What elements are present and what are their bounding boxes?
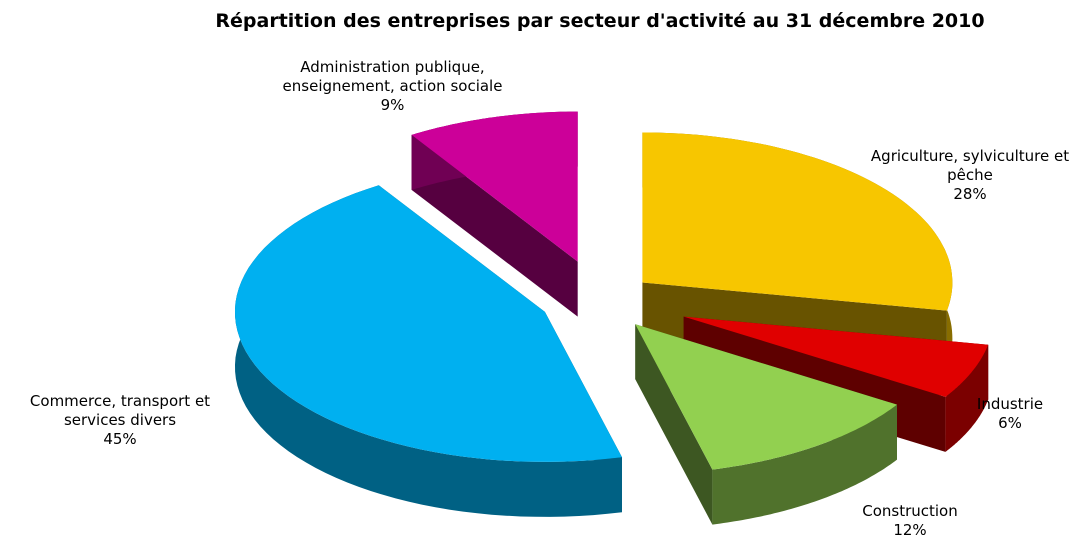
category-name: Industrie: [976, 395, 1044, 413]
slice-label: Agriculture, sylviculture et pêche 28%: [850, 147, 1090, 204]
slice-label: Administration publique, enseignement, a…: [270, 58, 515, 115]
value-label: 28%: [953, 185, 987, 203]
value-label: 45%: [103, 430, 137, 448]
value-label: 9%: [380, 96, 405, 114]
slice-side: [411, 134, 578, 317]
category-name: Administration publique, enseignement, a…: [282, 58, 503, 95]
slice-rim: [945, 344, 989, 452]
slice-rim: [712, 404, 897, 525]
category-name: Commerce, transport et services divers: [29, 392, 211, 429]
category-name: Construction: [862, 502, 958, 520]
category-name: Agriculture, sylviculture et pêche: [870, 147, 1070, 184]
slice: [235, 185, 622, 462]
slice: [642, 132, 953, 311]
slice-label: Construction 12%: [830, 502, 990, 540]
slice: [683, 316, 989, 397]
slice: [635, 324, 897, 470]
slice-side: [635, 324, 713, 525]
slice: [411, 111, 578, 262]
slice-rim: [235, 185, 622, 517]
slice-label: Commerce, transport et services divers 45…: [0, 392, 240, 449]
slice-label: Industrie 6%: [960, 395, 1060, 433]
value-label: 12%: [893, 521, 927, 539]
chart-title: Répartition des entreprises par secteur …: [215, 10, 985, 32]
value-label: 6%: [998, 414, 1022, 432]
